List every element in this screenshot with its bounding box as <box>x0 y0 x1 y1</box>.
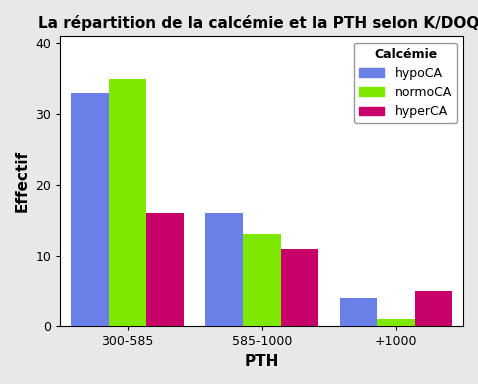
Bar <box>206 213 243 326</box>
Bar <box>281 248 318 326</box>
Title: La répartition de la calcémie et la PTH selon K/DOQI: La répartition de la calcémie et la PTH … <box>38 15 478 31</box>
Legend: hypoCA, normoCA, hyperCA: hypoCA, normoCA, hyperCA <box>354 43 457 123</box>
Bar <box>146 213 184 326</box>
Bar <box>71 93 109 326</box>
Bar <box>377 319 415 326</box>
Bar <box>415 291 452 326</box>
Bar <box>243 235 281 326</box>
Y-axis label: Effectif: Effectif <box>15 150 30 212</box>
Bar <box>339 298 377 326</box>
X-axis label: PTH: PTH <box>245 354 279 369</box>
Bar <box>109 79 146 326</box>
